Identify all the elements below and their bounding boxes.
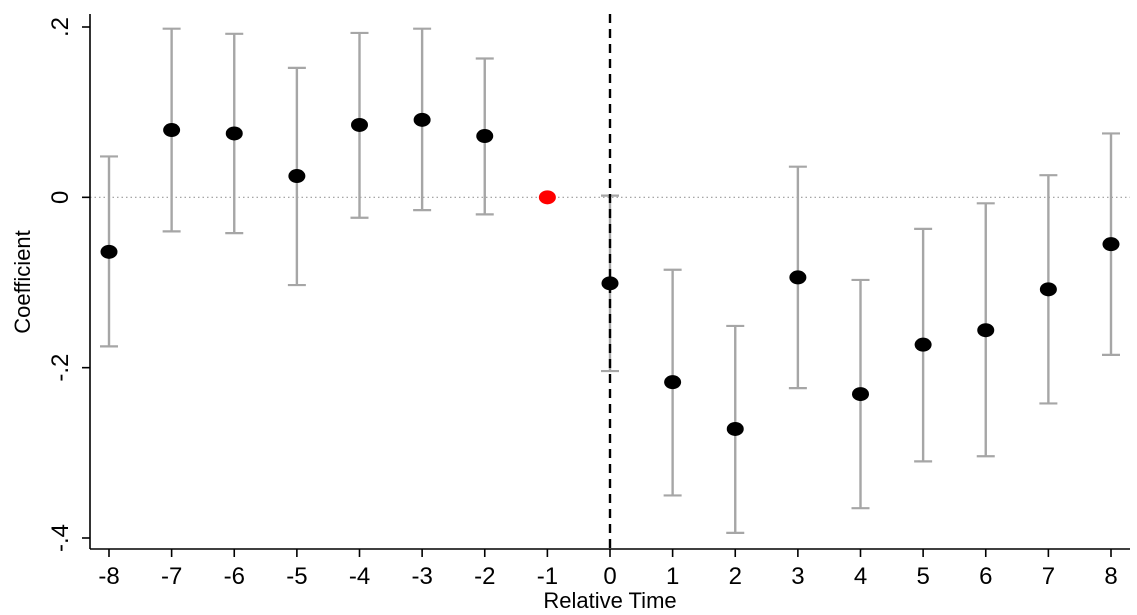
x-tick-label: 2 bbox=[729, 563, 742, 590]
coefficient-point bbox=[225, 126, 243, 141]
coefficient-point bbox=[852, 387, 869, 402]
coefficient-point bbox=[914, 337, 932, 352]
x-tick-label: -6 bbox=[224, 563, 245, 590]
y-axis-title: Coefficient bbox=[10, 230, 35, 334]
x-tick-label: 5 bbox=[916, 563, 929, 590]
x-tick-label: -5 bbox=[286, 563, 307, 590]
x-tick-label: -2 bbox=[474, 563, 495, 590]
x-tick-label: -7 bbox=[161, 563, 182, 590]
coefficient-point bbox=[664, 375, 682, 390]
axis-layer: Coefficient Relative Time .2 0 -.2 -.4 -8 -7 -… bbox=[10, 14, 1130, 613]
reference-point bbox=[538, 190, 556, 205]
coefficient-point bbox=[601, 276, 619, 291]
x-tick-label: 6 bbox=[979, 563, 992, 590]
x-tick-label: 8 bbox=[1104, 563, 1117, 590]
y-tick-label: -.2 bbox=[47, 354, 74, 382]
coefficient-point bbox=[351, 117, 368, 132]
coefficient-point bbox=[288, 169, 306, 184]
x-tick-label: 1 bbox=[666, 563, 679, 590]
x-tick-label: 0 bbox=[603, 563, 616, 590]
x-tick-label: 7 bbox=[1042, 563, 1055, 590]
x-tick-label: 4 bbox=[854, 563, 867, 590]
coefficient-point bbox=[476, 129, 494, 144]
x-tick-label: -1 bbox=[537, 563, 558, 590]
y-tick-label: 0 bbox=[47, 191, 74, 204]
y-tick-label: .2 bbox=[47, 17, 74, 37]
x-axis-title: Relative Time bbox=[543, 588, 676, 613]
coefficient-point bbox=[413, 112, 431, 127]
coefficient-point bbox=[977, 323, 995, 338]
x-tick-label: 3 bbox=[791, 563, 804, 590]
plot-layer bbox=[90, 14, 1130, 549]
coefficient-point bbox=[726, 421, 744, 436]
x-tick-label: -3 bbox=[411, 563, 432, 590]
x-tick-label: -4 bbox=[349, 563, 370, 590]
coefficient-point bbox=[100, 244, 118, 259]
coefficient-point bbox=[1102, 237, 1120, 252]
coefficient-point bbox=[1039, 282, 1057, 297]
y-tick-label: -.4 bbox=[47, 524, 74, 552]
coefficient-point bbox=[163, 123, 181, 138]
coefficient-point bbox=[789, 270, 807, 285]
x-tick-label: -8 bbox=[98, 563, 119, 590]
